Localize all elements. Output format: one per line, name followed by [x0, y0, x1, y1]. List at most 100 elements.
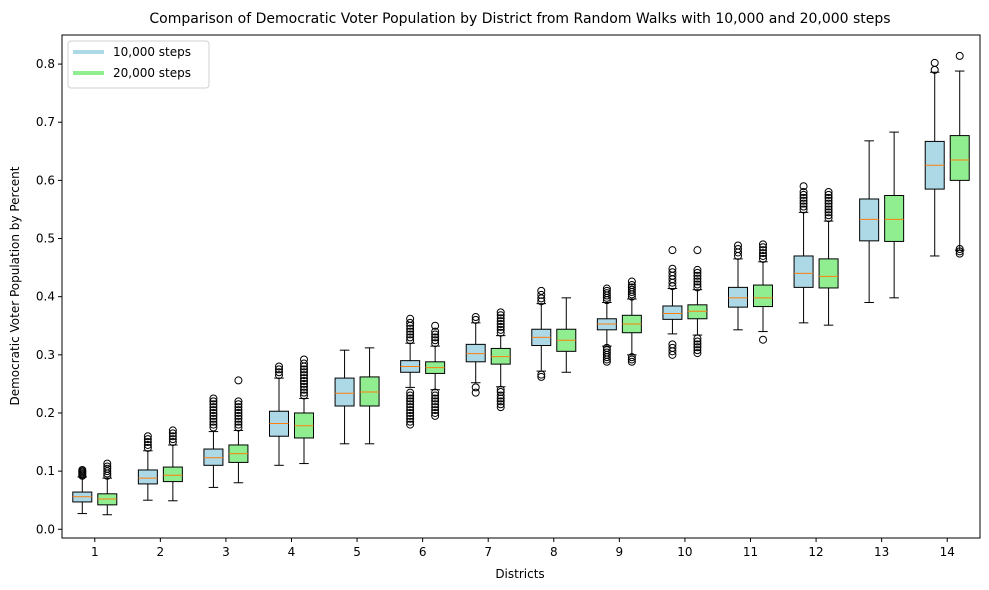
outlier-point — [668, 264, 677, 273]
y-tick-label: 0.2 — [36, 406, 55, 420]
legend-label-20000-steps: 20,000 steps — [113, 66, 191, 80]
x-axis-label: Districts — [495, 567, 544, 581]
outlier-point — [168, 429, 177, 438]
outlier-point — [824, 208, 833, 217]
box-20000-district-12 — [818, 258, 839, 289]
x-tick-label: 7 — [484, 545, 492, 559]
outlier-point — [496, 397, 505, 406]
outlier-point — [431, 333, 440, 342]
x-tick-label: 9 — [616, 545, 624, 559]
outlier-point — [300, 359, 308, 368]
outlier-point — [496, 322, 505, 331]
outlier-point — [799, 190, 808, 199]
outlier-point — [209, 400, 218, 409]
outlier-point — [955, 51, 964, 60]
outlier-point — [824, 193, 833, 202]
y-tick-label: 0.3 — [36, 348, 55, 362]
outlier-point — [496, 388, 505, 397]
y-tick-label: 0.5 — [36, 232, 55, 246]
outlier-point — [300, 371, 308, 380]
outlier-point — [431, 336, 440, 345]
outlier-point — [799, 188, 808, 197]
outlier-point — [406, 397, 415, 406]
outlier-point — [431, 394, 440, 403]
outlier-point — [496, 308, 505, 317]
outlier-point — [300, 374, 308, 383]
outlier-point — [759, 335, 767, 344]
outlier-point — [955, 249, 964, 258]
outlier-point — [496, 391, 505, 400]
x-tick-label: 6 — [419, 545, 427, 559]
outlier-point — [627, 285, 636, 294]
outlier-point — [955, 247, 964, 256]
outlier-point — [824, 214, 833, 223]
outlier-point — [799, 182, 808, 191]
outlier-point — [693, 277, 702, 286]
outlier-point — [431, 403, 440, 412]
outlier-point — [496, 314, 505, 323]
outlier-point — [406, 324, 415, 333]
outlier-point — [955, 244, 964, 253]
outlier-point — [693, 265, 702, 274]
outlier-point — [431, 327, 440, 336]
outlier-point — [496, 311, 505, 320]
outlier-point — [406, 336, 415, 345]
outlier-point — [209, 423, 218, 432]
outlier-point — [406, 391, 415, 400]
outlier-point — [693, 268, 702, 277]
box-10000-district-13 — [859, 198, 880, 242]
outlier-point — [103, 459, 112, 468]
box-10000-district-11 — [728, 286, 748, 308]
outlier-point — [496, 317, 505, 326]
outlier-point — [275, 371, 283, 380]
outlier-point — [234, 400, 243, 409]
y-tick-label: 0.7 — [36, 115, 55, 129]
outlier-point — [930, 58, 939, 67]
outlier-point — [734, 244, 742, 253]
outlier-point — [168, 438, 177, 447]
outlier-point — [824, 199, 833, 208]
outlier-point — [234, 411, 243, 420]
outlier-point — [537, 297, 546, 306]
outlier-point — [627, 277, 636, 286]
outlier-point — [471, 313, 480, 322]
outlier-point — [406, 394, 415, 403]
y-tick-label: 0.4 — [36, 290, 55, 304]
outlier-point — [537, 370, 546, 379]
x-tick-label: 10 — [677, 545, 692, 559]
outlier-point — [693, 283, 702, 292]
outlier-point — [496, 394, 505, 403]
outlier-point — [234, 414, 243, 423]
legend: 10,000 steps 20,000 steps — [67, 40, 210, 89]
outlier-point — [824, 205, 833, 214]
outlier-point — [537, 290, 546, 299]
outlier-point — [406, 403, 415, 412]
outlier-point — [275, 365, 283, 374]
outlier-point — [300, 376, 308, 385]
outlier-point — [234, 406, 243, 415]
outlier-point — [471, 388, 480, 397]
box-10000-district-10 — [662, 305, 683, 320]
outlier-point — [668, 268, 677, 277]
outlier-point — [496, 320, 505, 329]
outlier-point — [496, 400, 505, 409]
outlier-point — [668, 246, 677, 255]
y-tick-label: 0.0 — [36, 522, 55, 536]
outlier-point — [693, 343, 702, 352]
y-tick-label: 0.8 — [36, 57, 55, 71]
y-tick-label: 0.1 — [36, 464, 55, 478]
y-tick-label: 0.6 — [36, 173, 55, 187]
outlier-point — [431, 388, 440, 397]
outlier-point — [627, 281, 636, 290]
outlier-point — [143, 443, 152, 452]
x-tick-label: 12 — [808, 545, 823, 559]
outlier-point — [627, 283, 636, 292]
outlier-point — [209, 420, 218, 429]
box-20000-district-10 — [687, 304, 708, 320]
outlier-point — [693, 271, 702, 280]
outlier-point — [759, 246, 767, 255]
outlier-point — [471, 383, 480, 392]
outlier-point — [602, 346, 611, 355]
box-20000-district-5 — [359, 376, 380, 407]
outlier-point — [602, 289, 611, 298]
